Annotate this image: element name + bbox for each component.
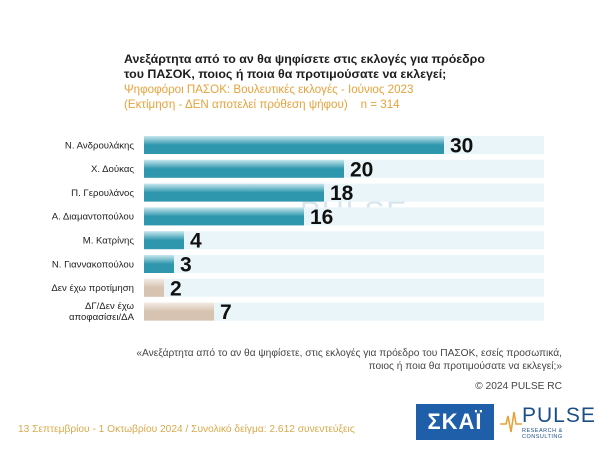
bar [144,255,174,273]
value-label: 4 [190,230,202,253]
copyright-text: © 2024 PULSE RC [475,381,562,392]
pulse-logo-tagline: RESEARCH & CONSULTING [522,428,563,440]
value-label: 3 [180,254,192,277]
chart-subtitle-line-1: Ψηφοφόροι ΠΑΣΟΚ: Βουλευτικές εκλογές - Ι… [124,83,414,96]
question-footnote: «Ανεξάρτητα από το αν θα ψηφίσετε, στις … [122,347,562,373]
value-label: 16 [310,206,333,229]
value-label: 2 [170,277,182,300]
category-label: Μ. Κατρίνης [83,236,135,247]
bar [144,278,164,297]
value-label: 30 [450,135,473,158]
chart-title-line-2: του ΠΑΣΟΚ, ποιος ή ποια θα προτιμούσατε … [124,67,447,81]
bar [144,207,304,226]
pulse-logo-word: PULSE [522,404,596,427]
bar-track [144,278,544,297]
bar-chart: Ν. Ανδρουλάκης 30 Χ. Δούκας 20 Π. Γερουλάνος… [51,135,544,324]
category-label: Ν. Ανδρουλάκης [65,140,134,151]
chart-subtitle-line-2: (Εκτίμηση - ΔΕΝ αποτελεί πρόθεση ψήφου) … [124,98,400,111]
category-label: Χ. Δούκας [91,164,134,175]
value-label: 20 [350,158,373,181]
bar [144,159,344,178]
category-label: Ν. Γιαννακοπούλου [52,259,134,270]
fieldwork-info: 13 Σεπτεμβρίου - 1 Οκτωβρίου 2024 / Συνο… [18,424,355,435]
question-footnote-line-1: «Ανεξάρτητα από το αν θα ψηφίσετε, στις … [136,348,562,359]
bar-track [144,231,544,250]
category-label: Π. Γερουλάνος [71,188,134,199]
bar [144,136,444,154]
bar-track [144,255,544,273]
question-footnote-line-2: ποιος ή ποια θα προτιμούσατε να εκλεγεί;… [368,361,562,372]
bar [144,183,324,202]
pulse-logo: PULSE RESEARCH & CONSULTING [500,402,595,442]
chart-title-block: Ανεξάρτητα από το αν θα ψηφίσετε στις εκ… [124,52,544,112]
chart-title-line-1: Ανεξάρτητα από το αν θα ψηφίσετε στις εκ… [124,52,485,66]
bar-track [144,302,544,321]
category-label: ΔΓ/Δεν έχω αποφασίσει/ΔΑ [69,301,135,323]
category-label: Α. Διαμαντοπούλου [52,212,134,223]
value-label: 18 [330,182,354,205]
skai-logo: ΣΚΑΪ [416,404,494,440]
bar [144,231,184,250]
pulse-heartbeat-icon [500,411,522,433]
category-label: Δεν έχω προτίμηση [51,283,134,294]
value-label: 7 [220,301,232,324]
bar [144,302,214,321]
